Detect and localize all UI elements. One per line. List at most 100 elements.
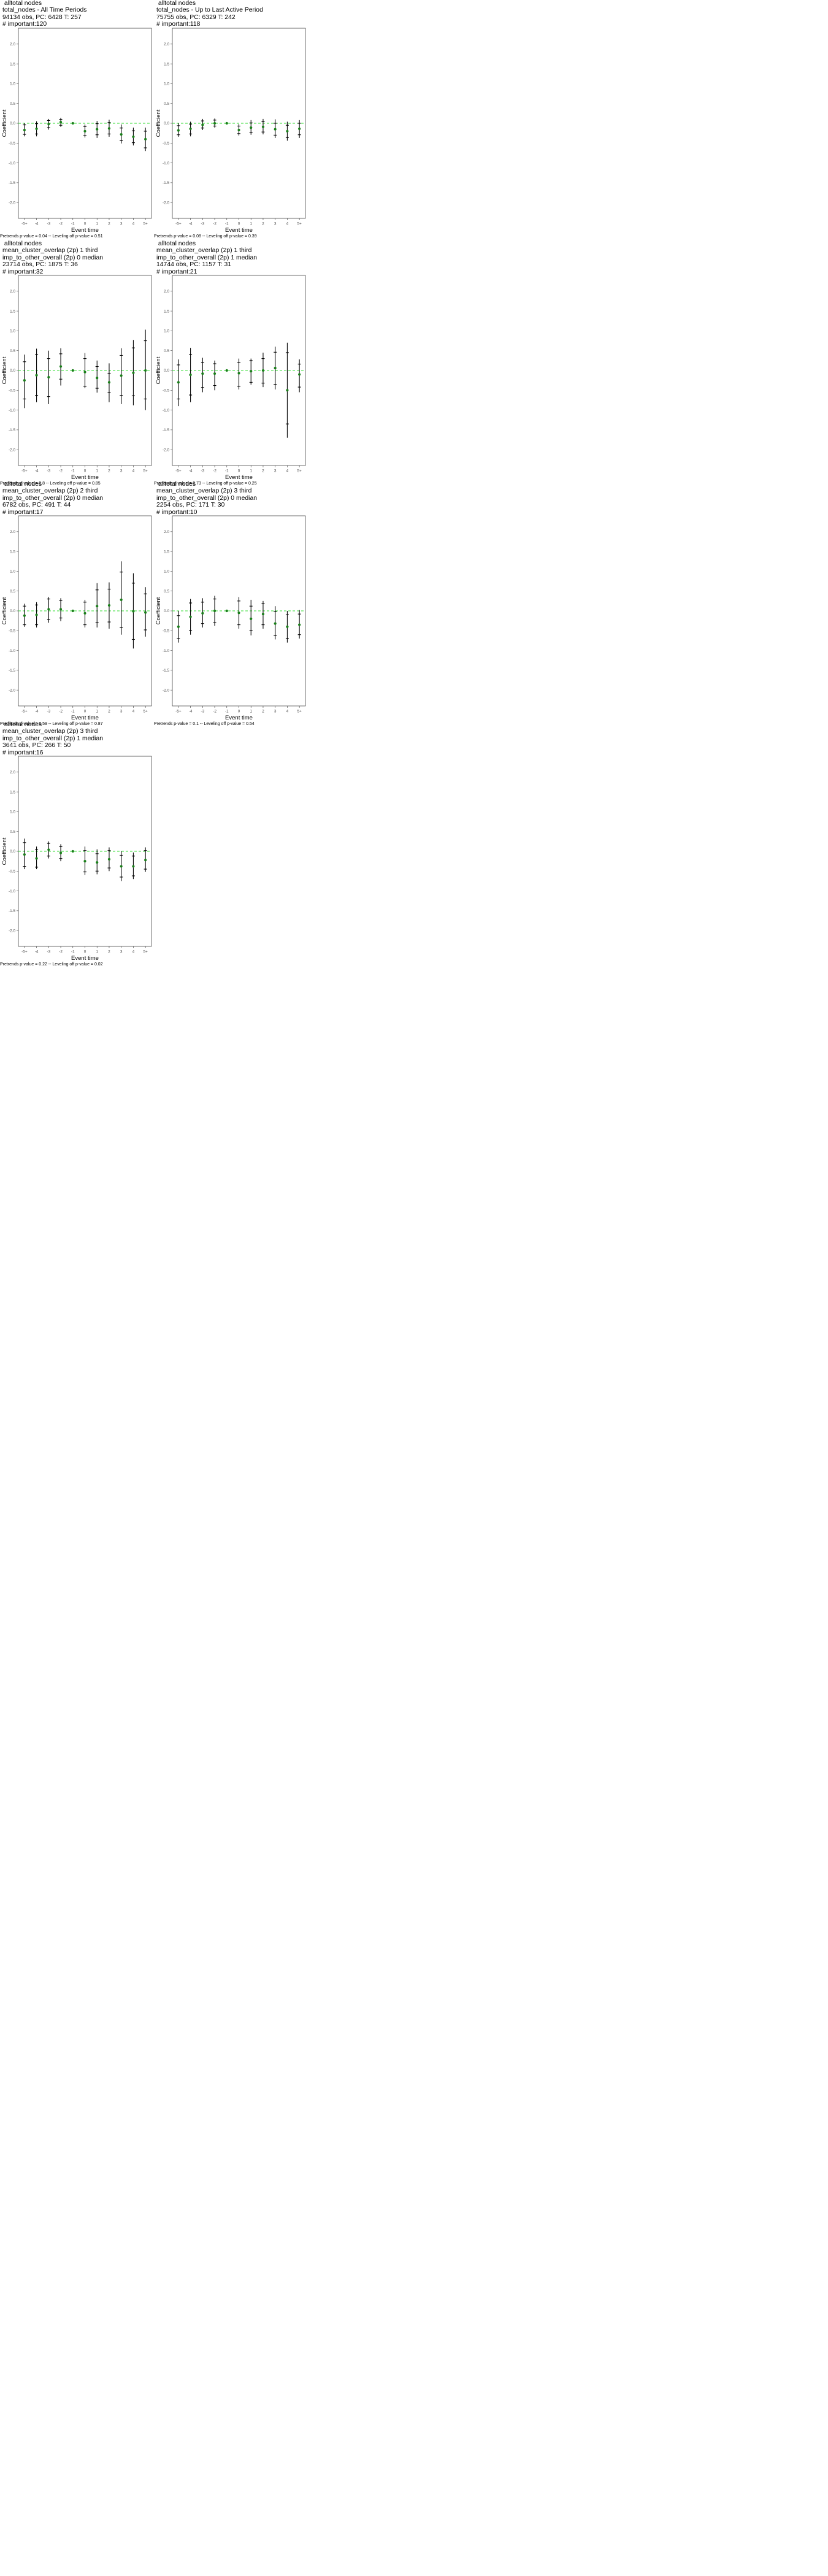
coefficient-point	[47, 375, 50, 379]
data-point-group	[83, 124, 86, 138]
y-tick-label: -0.5	[163, 388, 169, 393]
coefficient-point	[177, 129, 180, 132]
data-point-group	[83, 846, 86, 875]
x-tick-label: 0	[84, 469, 86, 473]
data-point-group	[23, 355, 26, 408]
data-point-group	[59, 117, 63, 127]
coefficient-point	[96, 128, 99, 131]
chart-title-line: mean_cluster_overlap (2p) 1 third	[2, 247, 98, 255]
y-tick-label: 1.0	[10, 329, 15, 334]
x-tick-label: -2	[213, 710, 217, 714]
data-point-group	[285, 121, 289, 141]
chart-title-line: alltotal nodes	[2, 721, 42, 728]
y-axis-label: Coefficient	[1, 837, 8, 865]
x-tick-label: -5+	[21, 710, 28, 714]
coefficient-point	[83, 370, 86, 374]
x-axis-label: Event time	[225, 715, 253, 721]
y-tick-label: 2.0	[10, 42, 15, 47]
y-tick-label: -1.5	[9, 909, 15, 913]
x-tick-label: -1	[225, 710, 229, 714]
x-tick-label: 1	[250, 222, 252, 226]
x-tick-label: 2	[108, 710, 110, 714]
data-point-group	[95, 360, 99, 393]
coefficient-point	[83, 611, 86, 615]
x-tick-label: -5+	[175, 222, 182, 226]
data-point-group	[274, 606, 277, 640]
x-tick-label: 4	[132, 222, 135, 226]
chart-title: alltotal nodes mean_cluster_overlap (2p) …	[156, 240, 257, 275]
data-point-group	[237, 358, 240, 389]
chart-title-line: alltotal nodes	[2, 481, 42, 488]
data-point-group	[120, 561, 123, 635]
chart-svg: 2.0 1.5 1.0 0.5 0.0 -0.5 -1.0 -1.5 -2.0 -5+ -4 -3 -2…	[1, 756, 152, 962]
chart-title-line: imp_to_other_overall (2p) 0 median	[2, 494, 104, 502]
coefficient-point	[96, 377, 99, 380]
chart-title-line: # important:120	[2, 21, 47, 28]
coefficient-point	[286, 129, 289, 133]
coefficient-point	[107, 127, 111, 130]
coefficient-point	[189, 374, 192, 377]
y-tick-label: 2.0	[164, 42, 169, 47]
chart-title-line: alltotal nodes	[156, 0, 196, 7]
x-tick-label: -4	[35, 469, 39, 473]
x-tick-label: 0	[84, 710, 86, 714]
data-point-group	[23, 838, 26, 870]
x-tick-label: -1	[71, 469, 75, 473]
y-tick-label: -2.0	[9, 929, 15, 933]
chart-title-line: imp_to_other_overall (2p) 1 median	[156, 254, 258, 261]
chart-panel-3: alltotal nodes mean_cluster_overlap (2p) …	[0, 240, 154, 486]
coefficient-point	[35, 127, 38, 131]
x-tick-label: -5+	[175, 469, 182, 473]
x-tick-label: -1	[71, 222, 75, 226]
x-tick-label: 5+	[297, 710, 302, 714]
chart-panel-2: alltotal nodes total_nodes - Up to Last A…	[154, 0, 308, 240]
data-point-group	[201, 598, 204, 628]
chart-title-line: mean_cluster_overlap (2p) 3 third	[156, 488, 252, 495]
x-tick-label: -3	[201, 469, 204, 473]
y-tick-label: -1.5	[9, 181, 15, 185]
x-tick-label: 1	[250, 710, 252, 714]
data-point-group	[201, 118, 204, 130]
coefficient-point	[213, 121, 217, 125]
coefficient-point	[286, 625, 289, 628]
coefficient-point	[96, 605, 99, 608]
x-tick-label: -5+	[175, 710, 182, 714]
chart-title-line: # important:32	[2, 268, 44, 275]
x-tick-label: -4	[35, 222, 39, 226]
y-tick-label: 0.5	[10, 349, 15, 353]
y-tick-label: 1.5	[164, 550, 169, 554]
x-tick-label: -2	[59, 950, 63, 954]
y-tick-label: 0.5	[10, 589, 15, 594]
x-axis-label: Event time	[225, 474, 253, 481]
coefficient-point	[47, 608, 50, 611]
x-tick-label: -5+	[21, 469, 28, 473]
coefficient-point	[144, 137, 147, 140]
x-tick-label: 3	[120, 950, 123, 954]
x-tick-label: -3	[47, 222, 50, 226]
chart-title-line: 94134 obs, PC: 6428 T: 257	[2, 13, 82, 21]
x-tick-label: 2	[108, 222, 110, 226]
y-tick-label: -2.0	[9, 201, 15, 205]
coefficient-point	[225, 609, 228, 613]
chart-title-line: # important:17	[2, 508, 44, 516]
p-value-note: Pretrends p-value = 0.22 -- Leveling off…	[0, 962, 103, 967]
x-tick-label: -2	[59, 222, 63, 226]
coefficient-point	[189, 127, 192, 131]
coefficient-point	[286, 389, 289, 392]
y-tick-label: 2.0	[10, 530, 15, 534]
x-tick-label: 4	[132, 469, 135, 473]
chart-title-line: alltotal nodes	[156, 240, 196, 247]
y-tick-label: 0.5	[164, 102, 169, 106]
y-tick-label: -0.5	[9, 869, 15, 873]
coefficient-point	[83, 860, 86, 863]
data-point-group	[47, 350, 50, 404]
y-tick-label: 1.0	[164, 570, 169, 574]
data-point-group	[71, 609, 74, 613]
chart-title-line: mean_cluster_overlap (2p) 2 third	[2, 488, 98, 495]
data-point-group	[71, 121, 74, 125]
coefficient-point	[213, 372, 217, 375]
chart-title: alltotal nodes total_nodes - All Time Per…	[2, 0, 86, 28]
x-tick-label: -3	[201, 222, 204, 226]
y-tick-label: 1.0	[164, 329, 169, 334]
data-point-group	[107, 847, 111, 872]
